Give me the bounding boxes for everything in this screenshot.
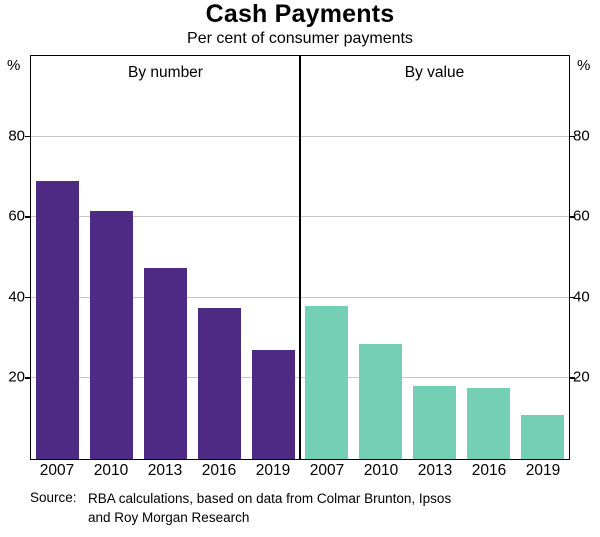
y-tick-label-left: 20 bbox=[8, 368, 25, 386]
source-text: RBA calculations, based on data from Col… bbox=[88, 490, 451, 528]
bar-by-number-2010 bbox=[90, 211, 134, 459]
panel-label-by-number: By number bbox=[128, 64, 203, 81]
bar-by-value-2013 bbox=[412, 386, 456, 459]
x-tick-label: 2016 bbox=[201, 462, 237, 479]
axis-tick-left bbox=[25, 216, 30, 218]
y-tick-label-right: 20 bbox=[573, 368, 590, 386]
y-tick-label-left: 60 bbox=[8, 207, 25, 225]
x-tick-label: 2019 bbox=[525, 462, 561, 479]
y-tick-label-right: 40 bbox=[573, 288, 590, 306]
x-tick-label: 2007 bbox=[309, 462, 345, 479]
panel-by-number bbox=[31, 56, 300, 459]
bar-by-number-2016 bbox=[197, 307, 241, 459]
axis-tick-left bbox=[25, 377, 30, 379]
source-line-1: RBA calculations, based on data from Col… bbox=[88, 491, 452, 506]
x-tick-label: 2016 bbox=[471, 462, 507, 479]
y-axis-unit-right: % bbox=[577, 57, 591, 74]
axis-tick-left bbox=[25, 135, 30, 138]
plot-area: By number By value bbox=[30, 55, 570, 460]
x-tick-label: 2013 bbox=[147, 462, 183, 479]
x-axis-labels: 2007 2010 2013 2016 2019 2007 2010 2013 2016 2019 bbox=[30, 462, 570, 480]
axis-tick-right bbox=[570, 296, 575, 299]
bar-by-number-2013 bbox=[143, 267, 187, 459]
x-tick-label: 2019 bbox=[255, 462, 291, 479]
x-tick-label: 2010 bbox=[363, 462, 399, 479]
y-tick-label-right: 60 bbox=[573, 207, 590, 225]
panel-label-by-value: By value bbox=[404, 64, 465, 81]
bar-by-value-2016 bbox=[466, 388, 510, 459]
x-tick-label: 2010 bbox=[93, 462, 129, 479]
bar-by-number-2019 bbox=[251, 350, 295, 459]
axis-tick-right bbox=[570, 377, 575, 379]
y-tick-label-right: 80 bbox=[573, 127, 590, 145]
y-axis-unit-left: % bbox=[7, 57, 21, 74]
chart-subtitle: Per cent of consumer payments bbox=[187, 30, 413, 47]
bar-by-value-2007 bbox=[305, 305, 349, 459]
y-tick-label-left: 40 bbox=[8, 288, 25, 306]
bar-by-number-2007 bbox=[36, 180, 80, 459]
bar-by-value-2019 bbox=[520, 414, 564, 459]
axis-tick-left bbox=[25, 296, 30, 299]
source-line-2: and Roy Morgan Research bbox=[88, 509, 250, 525]
source-label: Source: bbox=[30, 490, 77, 505]
axis-tick-right bbox=[570, 216, 575, 218]
axis-tick-right bbox=[570, 135, 575, 138]
bar-by-value-2010 bbox=[359, 344, 403, 459]
y-tick-label-left: 80 bbox=[8, 127, 25, 145]
source-note: Source: RBA calculations, based on data … bbox=[30, 490, 451, 528]
x-tick-label: 2007 bbox=[39, 462, 75, 479]
panel-by-value bbox=[300, 56, 569, 459]
panel-divider bbox=[299, 56, 301, 459]
chart-title: Cash Payments bbox=[205, 0, 395, 28]
x-tick-label: 2013 bbox=[417, 462, 453, 479]
